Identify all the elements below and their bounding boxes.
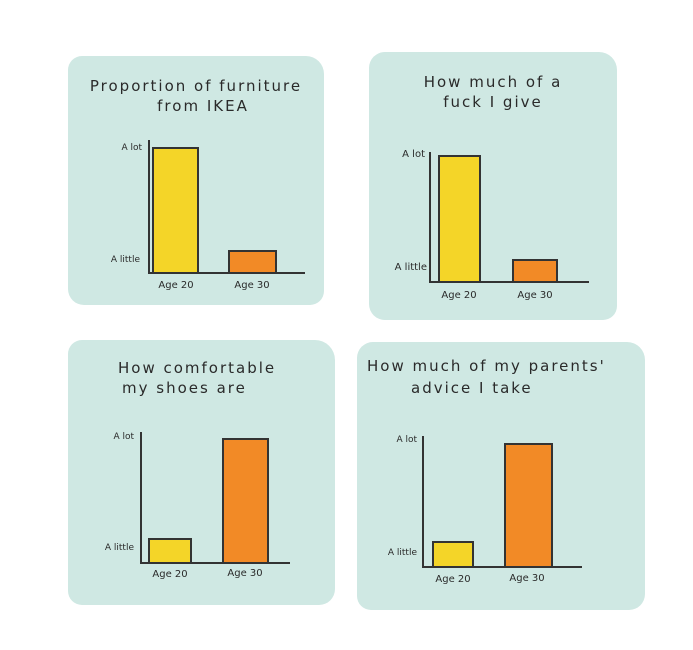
bar-age-30	[222, 438, 269, 564]
x-label-age-30: Age 30	[227, 568, 263, 579]
x-axis	[422, 566, 582, 568]
chart-panel-parents-advice: How much of my parents' advice I take A …	[357, 342, 645, 610]
title-line-2: advice I take	[411, 379, 533, 397]
chart-panel-ikea-furniture: Proportion of furniture from IKEA A lot …	[68, 56, 324, 305]
x-label-age-20: Age 20	[441, 290, 477, 301]
bar-age-20	[438, 155, 481, 283]
x-label-age-20: Age 20	[158, 280, 194, 291]
bar-age-30	[504, 443, 553, 568]
x-label-age-30: Age 30	[509, 573, 545, 584]
y-label-high: A lot	[113, 432, 134, 442]
chart-panel-comfortable-shoes: How comfortable my shoes are A lot A lit…	[68, 340, 335, 605]
chart-title: How much of a fuck I give	[369, 72, 617, 112]
bar-age-30	[512, 259, 558, 283]
y-axis	[140, 432, 142, 563]
y-label-low: A little	[387, 548, 417, 558]
x-axis	[148, 272, 305, 274]
title-line-1: How comfortable	[118, 359, 277, 377]
bar-age-20	[148, 538, 192, 564]
chart-title: How comfortable my shoes are	[68, 358, 335, 398]
chart-title: How much of my parents' advice I take	[357, 356, 645, 398]
bar-age-20	[432, 541, 474, 568]
title-line-2: my shoes are	[122, 379, 247, 397]
title-line-1: How much of a	[423, 73, 563, 91]
bar-age-30	[228, 250, 277, 274]
y-axis	[148, 140, 150, 274]
title-line-1: How much of my parents'	[367, 357, 606, 375]
x-label-age-30: Age 30	[234, 280, 270, 291]
y-label-low: A little	[394, 262, 427, 273]
y-label-low: A little	[104, 543, 134, 553]
chart-title: Proportion of furniture from IKEA	[68, 76, 324, 116]
bar-age-20	[152, 147, 199, 274]
x-axis	[429, 281, 589, 283]
x-label-age-20: Age 20	[152, 569, 188, 580]
title-line-2: from IKEA	[157, 97, 249, 115]
y-label-high: A lot	[396, 435, 417, 445]
y-label-low: A little	[110, 255, 140, 265]
y-axis	[429, 152, 431, 283]
y-label-high: A lot	[121, 143, 142, 153]
x-label-age-30: Age 30	[517, 290, 553, 301]
y-label-high: A lot	[402, 149, 425, 160]
title-line-2: fuck I give	[443, 93, 543, 111]
y-axis	[422, 436, 424, 568]
chart-panel-fucks-given: How much of a fuck I give A lot A little…	[369, 52, 617, 320]
x-axis	[140, 562, 290, 564]
x-label-age-20: Age 20	[435, 574, 471, 585]
title-line-1: Proportion of furniture	[89, 77, 303, 95]
